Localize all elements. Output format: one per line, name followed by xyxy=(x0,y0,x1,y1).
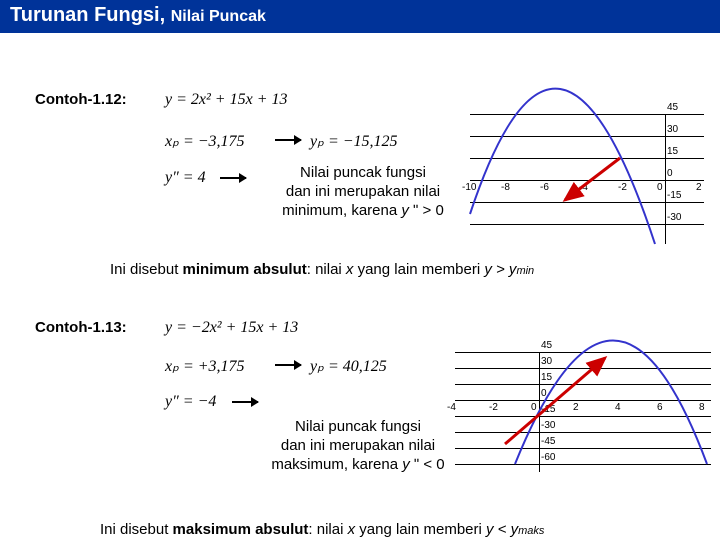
chart2: 4530150-15-30-45-60-4-202468 xyxy=(455,352,711,472)
note2-l3: maksimum, karena xyxy=(271,456,402,473)
c1a: Ini disebut xyxy=(110,261,183,278)
note2: Nilai puncak fungsi dan ini merupakan ni… xyxy=(243,418,473,474)
conclusion2: Ini disebut maksimum absulut: nilai x ya… xyxy=(100,521,544,538)
page-title-sub: Nilai Puncak xyxy=(171,8,266,25)
page-title-main: Turunan Fungsi, xyxy=(10,4,171,26)
arrow-icon xyxy=(232,401,258,403)
eq2b: xₚ = +3,175 xyxy=(165,356,245,376)
chart1: 4530150-15-30-10-8-6-4-202 xyxy=(470,114,704,244)
arrow-icon xyxy=(220,177,246,179)
eq1b: y = −2x² + 15x + 13 xyxy=(165,319,298,337)
c2e: y < y xyxy=(486,521,518,538)
eq2: xₚ = −3,175 xyxy=(165,131,245,151)
section2-label: Contoh-1.13: xyxy=(35,319,127,336)
c1b: minimum absulut xyxy=(183,261,307,278)
c2x: x xyxy=(348,521,356,538)
eq1: y = 2x² + 15x + 13 xyxy=(165,91,288,109)
c2c: : nilai xyxy=(308,521,347,538)
eq3: yₚ = −15,125 xyxy=(310,131,398,151)
c2a: Ini disebut xyxy=(100,521,173,538)
note2-l2: dan ini merupakan nilai xyxy=(281,437,435,454)
note1-l3: minimum, karena xyxy=(282,202,401,219)
section1-label: Contoh-1.12: xyxy=(35,91,127,108)
arrow-icon xyxy=(275,364,301,366)
note2-l3b: ʺ < 0 xyxy=(410,456,445,473)
arrow-icon xyxy=(275,139,301,141)
c1e: y > y xyxy=(484,261,516,278)
note1-l3b: ʺ > 0 xyxy=(409,202,444,219)
eq4: y″ = 4 xyxy=(165,169,206,187)
note1-y: y xyxy=(401,202,409,219)
eq4b: y″ = −4 xyxy=(165,393,216,411)
note1-l2: dan ini merupakan nilai xyxy=(286,183,440,200)
note1-l1: Nilai puncak fungsi xyxy=(300,164,426,181)
c2f: maks xyxy=(518,525,544,537)
c2d: yang lain memberi xyxy=(355,521,486,538)
note1: Nilai puncak fungsi dan ini merupakan ni… xyxy=(258,164,468,220)
note2-y: y xyxy=(402,456,410,473)
c1d: yang lain memberi xyxy=(353,261,484,278)
eq3b: yₚ = 40,125 xyxy=(310,356,387,376)
c1c: : nilai xyxy=(307,261,346,278)
note2-l1: Nilai puncak fungsi xyxy=(295,418,421,435)
conclusion1: Ini disebut minimum absulut: nilai x yan… xyxy=(110,261,534,278)
c2b: maksimum absulut xyxy=(173,521,309,538)
c1f: min xyxy=(516,265,534,277)
